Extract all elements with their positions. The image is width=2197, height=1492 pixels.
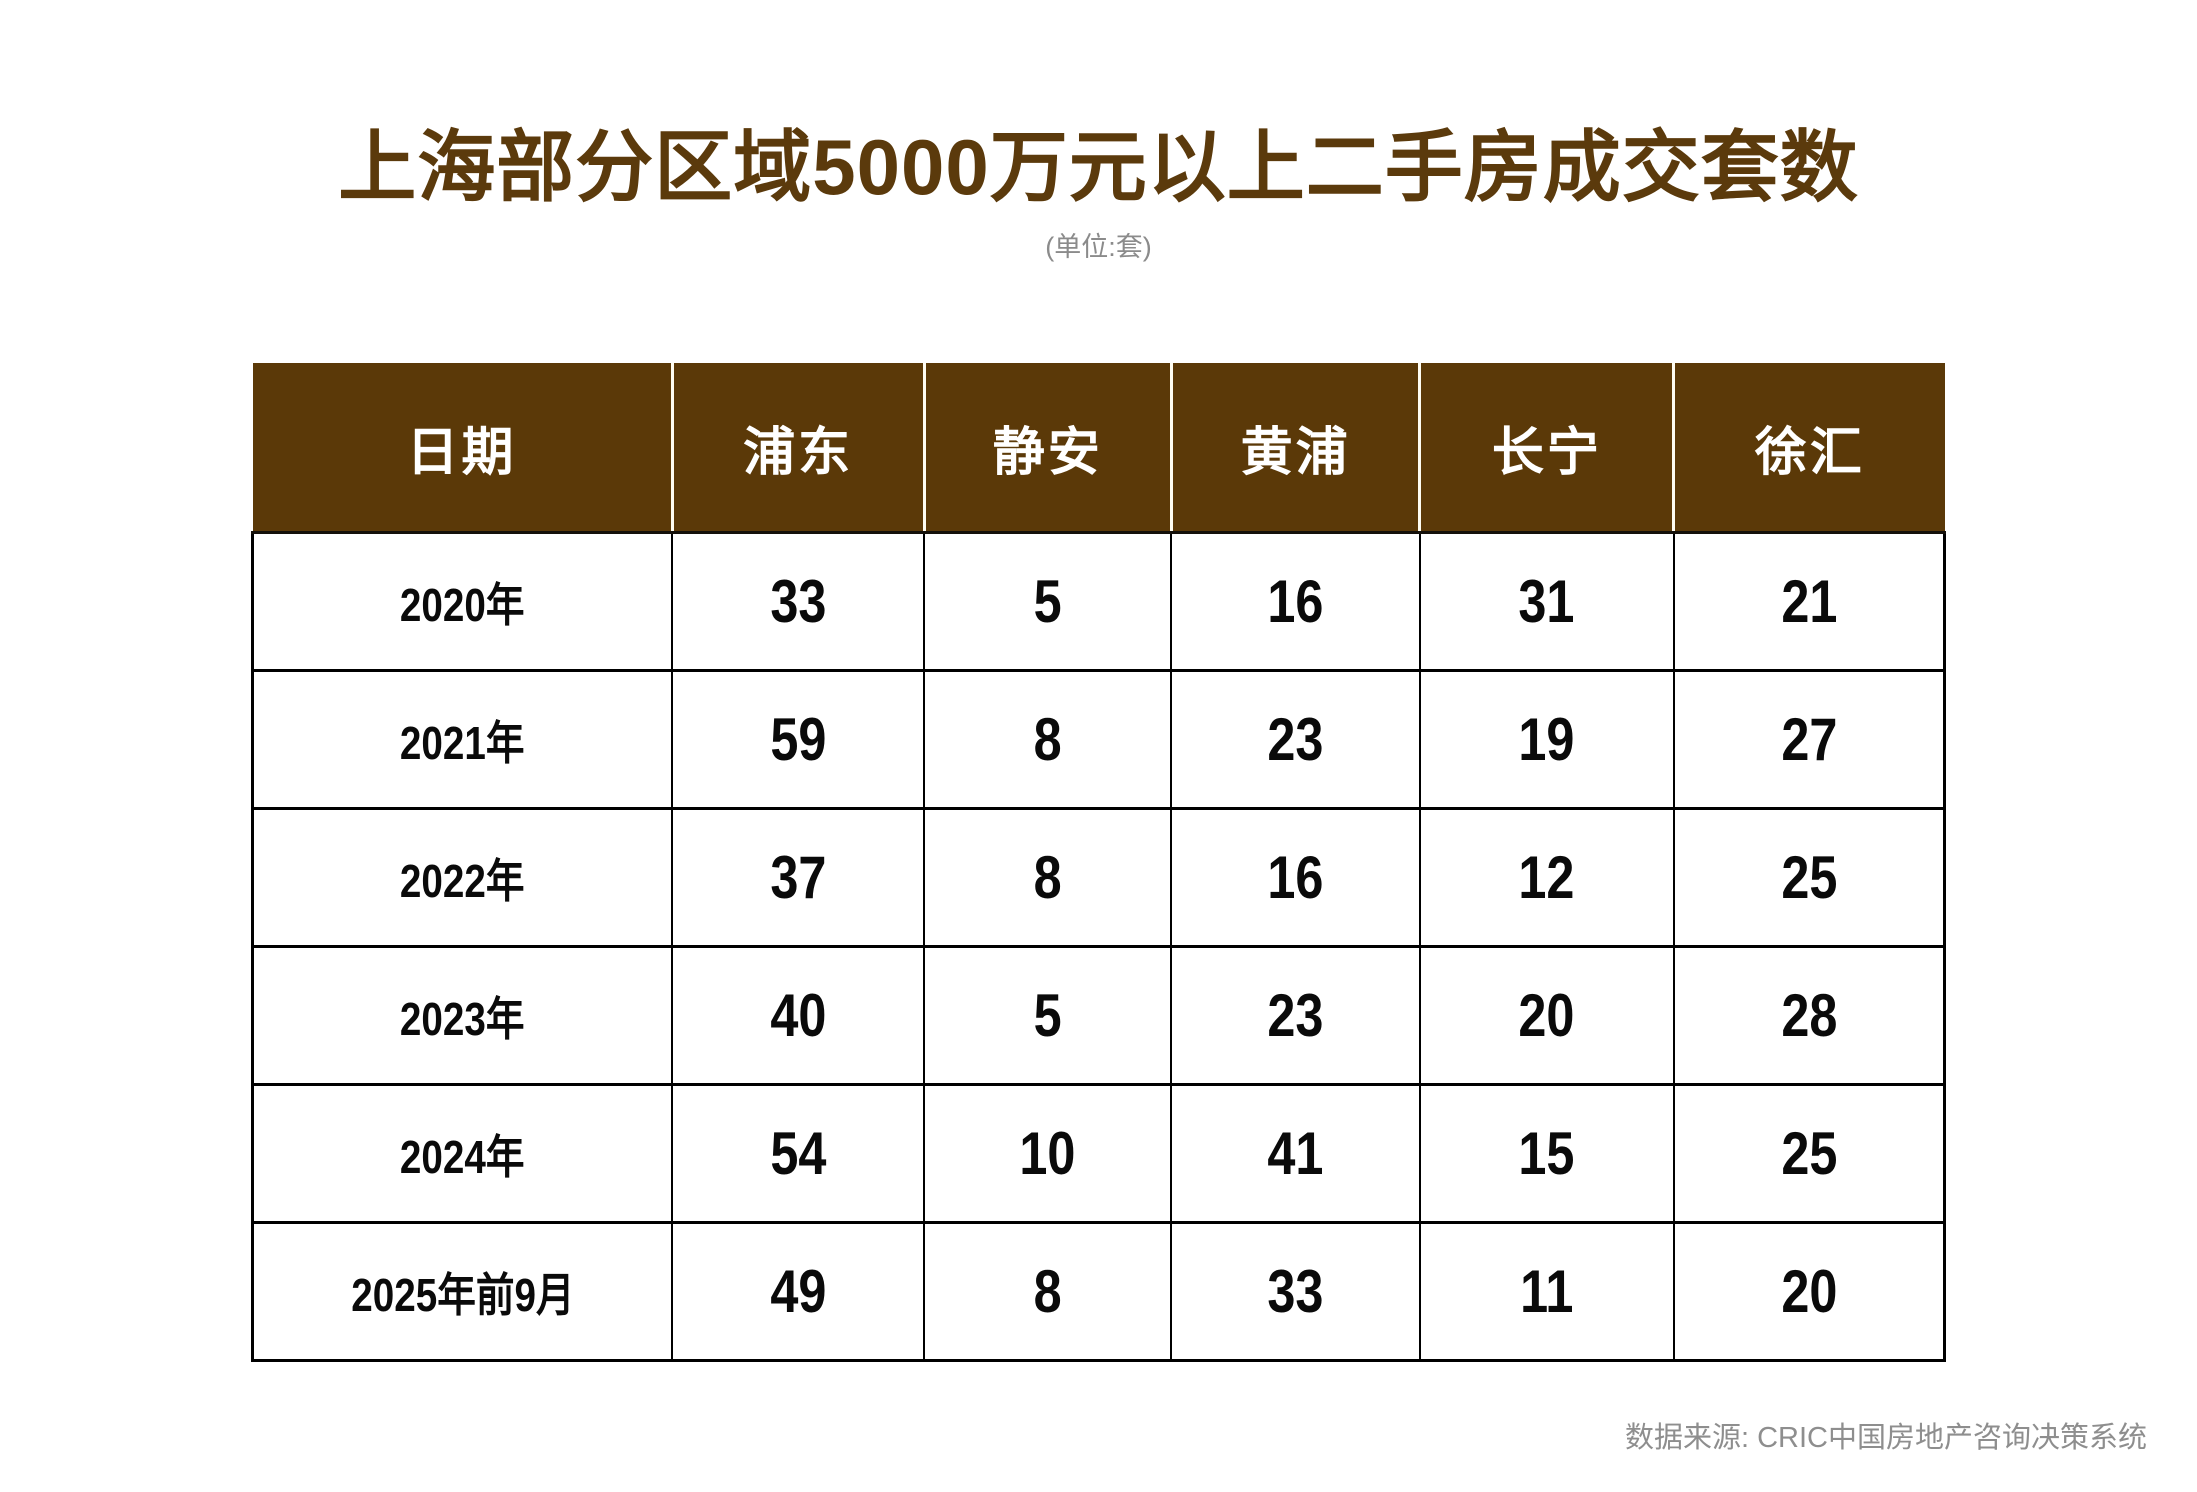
cell-value: 8 (1033, 706, 1062, 773)
table-cell: 37 (672, 808, 926, 948)
row-label-text: 2020年 (400, 578, 525, 631)
cell-value: 27 (1780, 706, 1837, 773)
cell-value: 8 (1033, 844, 1062, 911)
cell-value: 23 (1267, 706, 1324, 773)
cell-value: 5 (1033, 982, 1062, 1049)
table-row-4: 2024年 54 10 41 15 25 (251, 1084, 1946, 1224)
table-cell: 15 (1419, 1084, 1675, 1224)
table-cell: 28 (1673, 946, 1946, 1086)
table-row-1: 2021年 59 8 23 19 27 (251, 670, 1946, 810)
table-cell: 16 (1171, 808, 1421, 948)
table-cell: 20 (1419, 946, 1675, 1086)
table-cell: 5 (924, 946, 1173, 1086)
table-cell: 16 (1171, 532, 1421, 672)
cell-value: 23 (1267, 982, 1324, 1049)
table-cell: 23 (1171, 670, 1421, 810)
table-cell: 31 (1419, 532, 1675, 672)
cell-value: 19 (1518, 706, 1575, 773)
column-header-3: 黄浦 (1171, 363, 1422, 534)
table-cell: 19 (1419, 670, 1675, 810)
cell-value: 37 (770, 844, 827, 911)
table-cell: 49 (672, 1222, 926, 1362)
table-cell: 8 (924, 1222, 1173, 1362)
cell-value: 28 (1780, 982, 1837, 1049)
row-label: 2023年 (251, 946, 674, 1086)
column-header-4: 长宁 (1419, 363, 1676, 534)
table-cell: 8 (924, 808, 1173, 948)
page-title: 上海部分区域5000万元以上二手房成交套数 (338, 123, 1859, 211)
column-header-1: 浦东 (672, 363, 926, 534)
table-cell: 23 (1171, 946, 1421, 1086)
table-cell: 59 (672, 670, 926, 810)
table-row-2: 2022年 37 8 16 12 25 (251, 808, 1946, 948)
table-row-0: 2020年 33 5 16 31 21 (251, 532, 1946, 672)
table-cell: 54 (672, 1084, 926, 1224)
column-header-2: 静安 (924, 363, 1173, 534)
table-cell: 11 (1419, 1222, 1675, 1362)
cell-value: 16 (1267, 844, 1324, 911)
cell-value: 59 (770, 706, 827, 773)
cell-value: 21 (1780, 568, 1837, 635)
table-body: 2020年 33 5 16 31 21 2021年 59 8 23 19 27 2022年 37 8 16 12… (251, 532, 1946, 1362)
table-cell: 25 (1673, 808, 1946, 948)
row-label: 2022年 (251, 808, 674, 948)
column-header-0: 日期 (252, 363, 674, 534)
cell-value: 25 (1780, 1120, 1837, 1187)
table-row-5: 2025年前9月 49 8 33 11 20 (251, 1222, 1946, 1362)
cell-value: 33 (770, 568, 827, 635)
cell-value: 15 (1518, 1120, 1575, 1187)
cell-value: 16 (1267, 568, 1324, 635)
cell-value: 11 (1520, 1258, 1574, 1325)
row-label-text: 2023年 (400, 992, 525, 1045)
cell-value: 5 (1033, 568, 1062, 635)
cell-value: 20 (1780, 1258, 1837, 1325)
cell-value: 41 (1267, 1120, 1324, 1187)
cell-value: 33 (1267, 1258, 1324, 1325)
table-cell: 5 (924, 532, 1173, 672)
unit-note: (单位:套) (1045, 232, 1152, 262)
row-label: 2020年 (251, 532, 674, 672)
transactions-table: 日期 浦东 静安 黄浦 长宁 徐汇 2020年 33 5 16 31 21 2021年 59 8 23 19 2… (251, 363, 1946, 1362)
table-cell: 27 (1673, 670, 1946, 810)
cell-value: 20 (1518, 982, 1575, 1049)
cell-value: 49 (770, 1258, 827, 1325)
cell-value: 31 (1518, 568, 1575, 635)
data-source-note: 数据来源: CRIC中国房地产咨询决策系统 (1624, 1422, 2147, 1454)
row-label: 2021年 (251, 670, 674, 810)
row-label: 2025年前9月 (251, 1222, 674, 1362)
table-cell: 33 (672, 532, 926, 672)
cell-value: 8 (1033, 1258, 1062, 1325)
row-label-text: 2021年 (400, 716, 525, 769)
table-row-3: 2023年 40 5 23 20 28 (251, 946, 1946, 1086)
cell-value: 12 (1518, 844, 1575, 911)
table-header: 日期 浦东 静安 黄浦 长宁 徐汇 (252, 363, 1945, 534)
table-cell: 40 (672, 946, 926, 1086)
table-cell: 41 (1171, 1084, 1421, 1224)
table-cell: 10 (924, 1084, 1173, 1224)
cell-value: 40 (770, 982, 827, 1049)
column-header-5: 徐汇 (1673, 363, 1945, 534)
table-cell: 20 (1673, 1222, 1946, 1362)
table-cell: 8 (924, 670, 1173, 810)
cell-value: 25 (1780, 844, 1837, 911)
table-header-row: 日期 浦东 静安 黄浦 长宁 徐汇 (252, 363, 1945, 534)
table-cell: 25 (1673, 1084, 1946, 1224)
table-cell: 21 (1673, 532, 1946, 672)
row-label: 2024年 (251, 1084, 674, 1224)
cell-value: 54 (770, 1120, 827, 1187)
table-cell: 33 (1171, 1222, 1421, 1362)
cell-value: 10 (1019, 1120, 1076, 1187)
row-label-text: 2024年 (400, 1130, 525, 1183)
row-label-text: 2022年 (400, 854, 525, 907)
table-cell: 12 (1419, 808, 1675, 948)
row-label-text: 2025年前9月 (350, 1268, 575, 1321)
